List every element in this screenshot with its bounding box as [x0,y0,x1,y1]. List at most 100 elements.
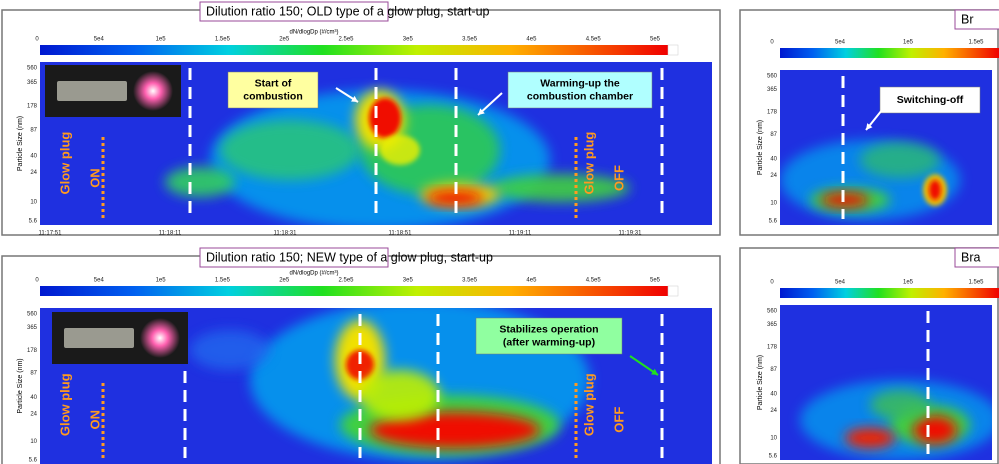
concentration-blob [929,180,941,200]
concentration-blob [360,370,440,420]
y-tick-label: 178 [767,345,778,351]
glow-label: OFF [611,407,626,433]
colorbar-tick: 1.5e5 [215,278,231,284]
y-tick-label: 365 [27,80,38,86]
colorbar [40,286,668,296]
concentration-blob [190,330,270,370]
colorbar-end [668,286,678,296]
y-tick-label: 560 [767,74,778,80]
colorbar-tick: 3e5 [403,278,414,284]
y-tick-label: 365 [767,87,778,93]
x-tick-label: 11:19:11 [509,231,532,237]
concentration-blob [860,142,940,178]
colorbar-tick: 4e5 [526,37,537,43]
glow-label: Glow plug [57,373,72,436]
annotation: (after warming-up) [503,336,595,348]
y-axis-label: Particle Size (nm) [17,116,24,171]
colorbar-tick: 4.5e5 [586,37,602,43]
panel-title: Dilution ratio 150; OLD type of a glow p… [206,4,490,18]
y-axis-label: Particle Size (nm) [17,358,24,413]
colorbar-tick: 5e4 [835,40,846,46]
colorbar-tick: 5e5 [650,37,661,43]
plug-glow [140,318,180,358]
plot: Glow plug ON Glow plug OFF Stabilizes operat… [40,300,712,464]
colorbar-tick: 2e5 [279,278,290,284]
colorbar [780,48,999,58]
glow-label: Glow plug [57,132,72,195]
y-tick-label: 40 [770,392,777,398]
colorbar-end [668,45,678,55]
colorbar-tick: 2.5e5 [338,278,354,284]
y-tick-label: 560 [767,309,778,315]
plot: Switching-off [780,70,992,225]
colorbar-tick: 2e5 [279,37,290,43]
screenshot: Dilution ratio 150; OLD type of a glow p… [0,0,999,464]
y-tick-label: 40 [30,395,37,401]
y-tick-label: 5.6 [29,219,38,225]
x-tick-label: 11:18:51 [389,231,413,237]
colorbar-tick: 5e4 [835,280,846,286]
plug-body [64,328,134,348]
glow-label: ON [87,168,102,188]
colorbar-tick: 1.5e5 [215,37,231,43]
colorbar-tick: 1.5e5 [968,280,984,286]
y-tick-label: 560 [27,66,38,72]
concentration-blob [845,428,895,448]
colorbar-tick: 5e4 [94,278,105,284]
plot [780,305,999,460]
annotation: Start of [255,77,292,89]
annotation: combustion chamber [527,90,633,102]
annotation: Switching-off [897,94,964,106]
colorbar-tick: 4.5e5 [586,278,602,284]
colorbar-tick: 1e5 [156,37,167,43]
y-tick-label: 10 [30,439,37,445]
y-tick-label: 24 [30,411,37,417]
y-tick-label: 5.6 [29,458,38,464]
y-tick-label: 178 [27,104,38,110]
colorbar-tick: 5e4 [94,37,105,43]
glow-label: OFF [611,165,626,191]
colorbar-tick: 1e5 [156,278,167,284]
y-tick-label: 87 [770,367,777,373]
y-tick-label: 87 [770,132,777,138]
colorbar-label: dN/dlogDp (#/cm³) [289,30,338,36]
y-tick-label: 24 [770,408,777,414]
y-tick-label: 10 [770,200,777,206]
glow-label: Glow plug [581,373,596,436]
colorbar-label: dN/dlogDp (#/cm³) [289,271,338,277]
plug-body [57,81,127,101]
y-tick-label: 40 [770,157,777,163]
annotation: combustion [243,90,303,102]
y-axis-label: Particle Size (nm) [757,355,764,410]
colorbar-tick: 1.5e5 [968,40,984,46]
colorbar [780,288,999,298]
colorbar-tick: 3e5 [403,37,414,43]
x-tick-label: 11:18:31 [274,231,298,237]
concentration-blob [380,135,420,165]
colorbar-tick: 1e5 [903,40,914,46]
concentration-blob [870,390,930,420]
y-tick-label: 5.6 [769,454,778,460]
y-tick-label: 40 [30,153,37,159]
panel-title: Bra [961,250,981,264]
colorbar-tick: 2.5e5 [338,37,354,43]
annotation: Warming-up the [540,77,620,89]
y-tick-label: 560 [27,312,38,318]
y-tick-label: 24 [770,173,777,179]
y-tick-label: 178 [27,348,38,354]
glow-label: ON [87,410,102,430]
concentration-blob [220,120,360,180]
x-tick-label: 11:17:51 [39,231,63,237]
y-tick-label: 87 [30,371,37,377]
y-tick-label: 10 [30,199,37,205]
concentration-blob [165,167,235,197]
colorbar-tick: 3.5e5 [462,37,478,43]
y-tick-label: 178 [767,110,778,116]
y-tick-label: 87 [30,127,37,133]
concentration-blob [490,174,630,202]
annotation: Stabilizes operation [499,323,598,335]
y-axis-label: Particle Size (nm) [757,120,764,175]
y-tick-label: 365 [767,322,778,328]
panel-title: Dilution ratio 150; NEW type of a glow p… [206,250,493,264]
